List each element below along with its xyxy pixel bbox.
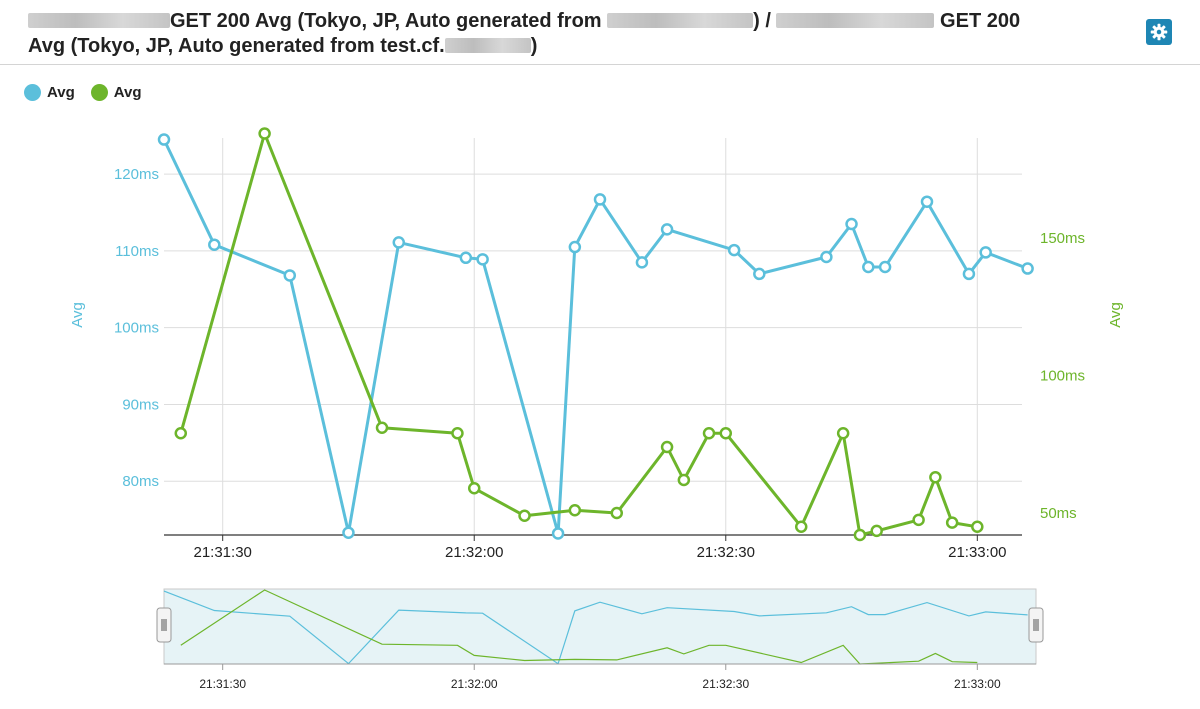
data-point: [451, 427, 464, 440]
navigator-handle-right[interactable]: [1028, 607, 1044, 643]
data-point: [820, 250, 833, 264]
data-point: [753, 267, 766, 281]
data-point: [660, 440, 674, 454]
data-point: [610, 506, 624, 520]
data-point: [912, 513, 925, 527]
data-point: [1021, 262, 1034, 275]
x-tick-label: 21:32:30: [697, 544, 755, 561]
legend-item-blue[interactable]: Avg: [24, 83, 75, 101]
chart-title: GET 200 Avg (Tokyo, JP, Auto generated f…: [28, 9, 1108, 59]
navigator-tick-label: 21:33:00: [954, 677, 1001, 691]
navigator-range: [163, 588, 1037, 665]
settings-button[interactable]: [1146, 19, 1172, 45]
data-point: [342, 526, 355, 539]
data-point: [677, 473, 691, 487]
data-point: [593, 193, 607, 206]
legend-dot-blue: [24, 83, 41, 101]
data-point: [853, 528, 867, 542]
data-point: [174, 427, 188, 440]
y-right-tick-label: 50ms: [1040, 505, 1077, 522]
title-part-5: ): [530, 35, 538, 57]
data-point: [375, 421, 389, 434]
y-left-tick-label: 100ms: [114, 320, 159, 337]
series-line-right: [179, 132, 978, 537]
navigator-series-right: [180, 589, 978, 665]
data-point: [467, 482, 481, 495]
y-left-tick-label: 80ms: [122, 473, 159, 490]
data-point: [929, 471, 942, 484]
x-tick-label: 21:32:00: [445, 544, 503, 561]
navigator-tick-label: 21:32:00: [451, 677, 498, 691]
data-point: [476, 253, 489, 266]
chart-header: GET 200 Avg (Tokyo, JP, Auto generated f…: [0, 0, 1200, 65]
data-point: [392, 236, 406, 249]
gear-icon: [1150, 23, 1168, 41]
legend-item-green[interactable]: Avg: [90, 83, 142, 101]
data-point: [568, 504, 582, 517]
title-part-3: GET 200: [940, 10, 1021, 32]
redacted-text: [607, 13, 754, 28]
y-left-tick-label: 120ms: [114, 166, 159, 183]
data-point: [962, 267, 976, 281]
data-point: [208, 238, 221, 251]
data-point: [660, 223, 674, 236]
data-point: [283, 269, 297, 282]
navigator-tick-label: 21:32:30: [702, 677, 749, 691]
navigator-tick-label: 21:31:30: [199, 677, 246, 691]
data-point: [920, 195, 934, 208]
data-point: [727, 243, 741, 257]
data-point: [635, 256, 649, 269]
data-point: [845, 217, 858, 231]
data-point: [794, 520, 808, 533]
data-point: [551, 527, 565, 540]
redacted-text: [28, 13, 170, 28]
data-point: [719, 427, 733, 440]
navigator-series-left: [163, 590, 1028, 665]
data-point: [862, 260, 875, 274]
data-point: [971, 520, 984, 533]
data-point: [979, 246, 992, 259]
data-point: [870, 524, 883, 538]
redacted-text: [776, 13, 935, 28]
legend-label: Avg: [47, 83, 75, 101]
data-point: [518, 509, 531, 522]
data-point: [459, 251, 473, 265]
series-line-left: [162, 138, 1029, 535]
data-point: [702, 427, 716, 440]
data-point: [258, 127, 271, 140]
title-part-2: ) /: [753, 10, 777, 32]
redacted-text: [444, 38, 531, 53]
data-point: [878, 260, 892, 274]
y-right-tick-label: 100ms: [1040, 368, 1085, 385]
data-point: [945, 516, 959, 529]
y-right-axis-title: Avg: [1107, 302, 1124, 328]
data-point: [568, 240, 582, 254]
title-part-1: GET 200 Avg (Tokyo, JP, Auto generated f…: [170, 10, 608, 32]
navigator-handle-left[interactable]: [156, 607, 172, 643]
data-point: [836, 427, 850, 440]
y-right-tick-label: 150ms: [1040, 230, 1085, 247]
y-left-tick-label: 110ms: [115, 243, 159, 260]
data-point: [157, 133, 171, 146]
legend-label: Avg: [113, 83, 142, 101]
legend-dot-green: [90, 83, 108, 101]
x-tick-label: 21:33:00: [948, 544, 1006, 561]
title-part-4: Avg (Tokyo, JP, Auto generated from test…: [28, 35, 445, 57]
x-tick-label: 21:31:30: [193, 544, 251, 561]
y-left-tick-label: 90ms: [122, 396, 159, 413]
chart-legend: Avg Avg: [24, 82, 158, 102]
y-left-axis-title: Avg: [69, 302, 86, 328]
